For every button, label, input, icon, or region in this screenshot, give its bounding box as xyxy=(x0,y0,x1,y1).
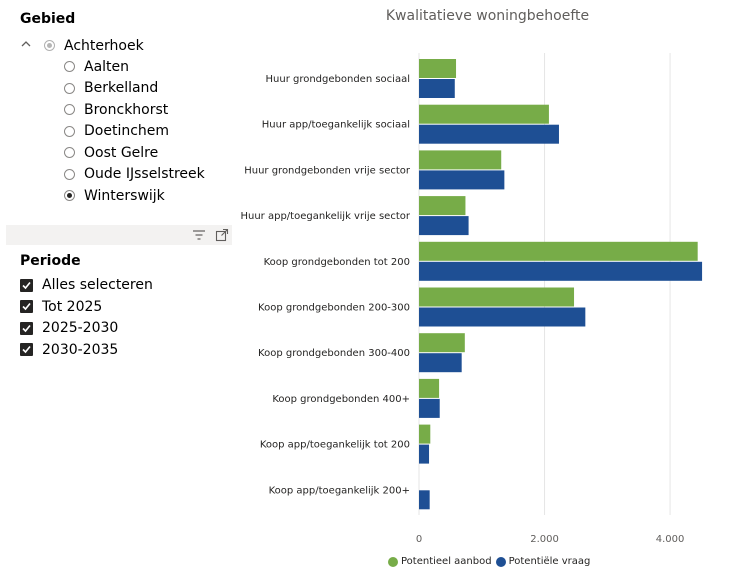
gebied-item-label: Winterswijk xyxy=(84,187,165,204)
periode-item[interactable]: 2025-2030 xyxy=(20,318,118,338)
periode-item[interactable]: 2030-2035 xyxy=(20,340,118,360)
bar-potentiele-vraag[interactable] xyxy=(419,216,469,236)
filter-icon[interactable] xyxy=(192,228,206,242)
bar-potentieel-aanbod[interactable] xyxy=(419,333,465,353)
y-category-label: Koop app/toegankelijk tot 200 xyxy=(260,440,410,451)
checkbox-checked-icon xyxy=(20,278,33,292)
gebied-item-label: Achterhoek xyxy=(64,37,144,54)
bar-potentieel-aanbod[interactable] xyxy=(419,196,466,216)
periode-item-label: Tot 2025 xyxy=(42,298,103,315)
bar-potentiele-vraag[interactable] xyxy=(419,261,703,281)
periode-slicer-title: Periode xyxy=(20,253,81,269)
gebied-item[interactable]: Oude IJsselstreek xyxy=(64,164,205,185)
radio-icon xyxy=(64,125,75,137)
bar-potentieel-aanbod[interactable] xyxy=(419,287,575,307)
gebied-item-label: Oude IJsselstreek xyxy=(84,166,205,182)
bar-potentiele-vraag[interactable] xyxy=(419,398,440,418)
legend-item-aanbod[interactable]: Potentieel aanbod xyxy=(388,556,492,567)
gebied-item-achterhoek[interactable]: Achterhoek xyxy=(44,35,144,56)
visual-header-toolbar xyxy=(6,225,232,245)
bar-potentiele-vraag[interactable] xyxy=(419,79,455,98)
legend-swatch xyxy=(388,556,398,567)
gebied-item-label: Aalten xyxy=(84,58,130,75)
y-category-label: Koop app/toegankelijk 200+ xyxy=(269,485,410,496)
bar-potentiele-vraag[interactable] xyxy=(419,353,462,373)
gebied-item[interactable]: Berkelland xyxy=(64,78,158,99)
x-tick-label: 0 xyxy=(416,534,422,545)
bar-potentiele-vraag[interactable] xyxy=(419,170,505,190)
bar-potentiele-vraag[interactable] xyxy=(419,124,559,144)
gebied-item-label: Doetinchem xyxy=(84,123,170,139)
y-category-label: Koop grondgebonden 200-300 xyxy=(258,303,410,314)
legend-item-vraag[interactable]: Potentiële vraag xyxy=(495,556,591,567)
chevron-up-icon[interactable] xyxy=(20,38,32,50)
radio-icon xyxy=(64,190,75,201)
y-category-label: Huur app/toegankelijk vrije sector xyxy=(240,211,410,222)
legend-label: Potentieel aanbod xyxy=(401,556,492,567)
gebied-slicer-title: Gebied xyxy=(20,11,76,27)
y-category-label: Koop grondgebonden 400+ xyxy=(272,394,410,405)
radio-icon xyxy=(64,147,75,158)
periode-item[interactable]: Tot 2025 xyxy=(20,297,102,317)
periode-item-label: 2025-2030 xyxy=(42,320,119,336)
focus-mode-icon[interactable] xyxy=(215,228,229,242)
gebied-item[interactable]: Doetinchem xyxy=(64,121,169,142)
checkbox-checked-icon xyxy=(20,321,33,335)
gebied-item-label: Oost Gelre xyxy=(84,144,159,161)
periode-item-label: 2030-2035 xyxy=(42,341,119,358)
gebied-item[interactable]: Winterswijk xyxy=(64,185,165,206)
gebied-item-label: Bronckhorst xyxy=(84,101,169,118)
y-category-label: Huur grondgebonden sociaal xyxy=(266,74,411,85)
y-category-label: Koop grondgebonden tot 200 xyxy=(264,257,410,268)
bar-potentiele-vraag[interactable] xyxy=(419,307,586,327)
checkbox-checked-icon xyxy=(20,300,33,313)
legend-label: Potentiële vraag xyxy=(508,556,591,567)
gebied-item[interactable]: Aalten xyxy=(64,56,129,77)
x-tick-label: 2.000 xyxy=(530,534,559,545)
gebied-item-label: Berkelland xyxy=(84,80,159,96)
radio-icon xyxy=(64,61,75,72)
gebied-item[interactable]: Bronckhorst xyxy=(64,99,168,120)
radio-icon xyxy=(64,82,75,94)
legend-swatch xyxy=(495,556,506,567)
y-category-label: Huur grondgebonden vrije sector xyxy=(244,165,411,176)
bar-potentiele-vraag[interactable] xyxy=(419,444,430,464)
checkbox-checked-icon xyxy=(20,343,33,356)
gebied-item[interactable]: Oost Gelre xyxy=(64,142,158,163)
y-category-label: Huur app/toegankelijk sociaal xyxy=(262,120,410,131)
bar-potentieel-aanbod[interactable] xyxy=(419,150,502,170)
y-category-label: Koop grondgebonden 300-400 xyxy=(258,348,410,359)
chart-legend: Potentieel aanbod Potentiële vraag xyxy=(388,556,594,567)
bar-potentieel-aanbod[interactable] xyxy=(419,424,431,444)
radio-icon xyxy=(64,168,75,180)
bar-potentieel-aanbod[interactable] xyxy=(419,378,440,398)
radio-icon xyxy=(44,40,55,51)
bar-potentieel-aanbod[interactable] xyxy=(419,104,549,124)
x-tick-label: 4.000 xyxy=(656,534,685,545)
bar-potentiele-vraag[interactable] xyxy=(419,490,430,510)
radio-icon xyxy=(64,104,75,115)
chart-title: Kwalitatieve woningbehoefte xyxy=(385,8,590,24)
periode-item[interactable]: Alles selecteren xyxy=(20,275,153,295)
bar-potentieel-aanbod[interactable] xyxy=(419,241,698,261)
bar-potentieel-aanbod[interactable] xyxy=(419,59,457,78)
periode-item-label: Alles selecteren xyxy=(42,277,153,293)
